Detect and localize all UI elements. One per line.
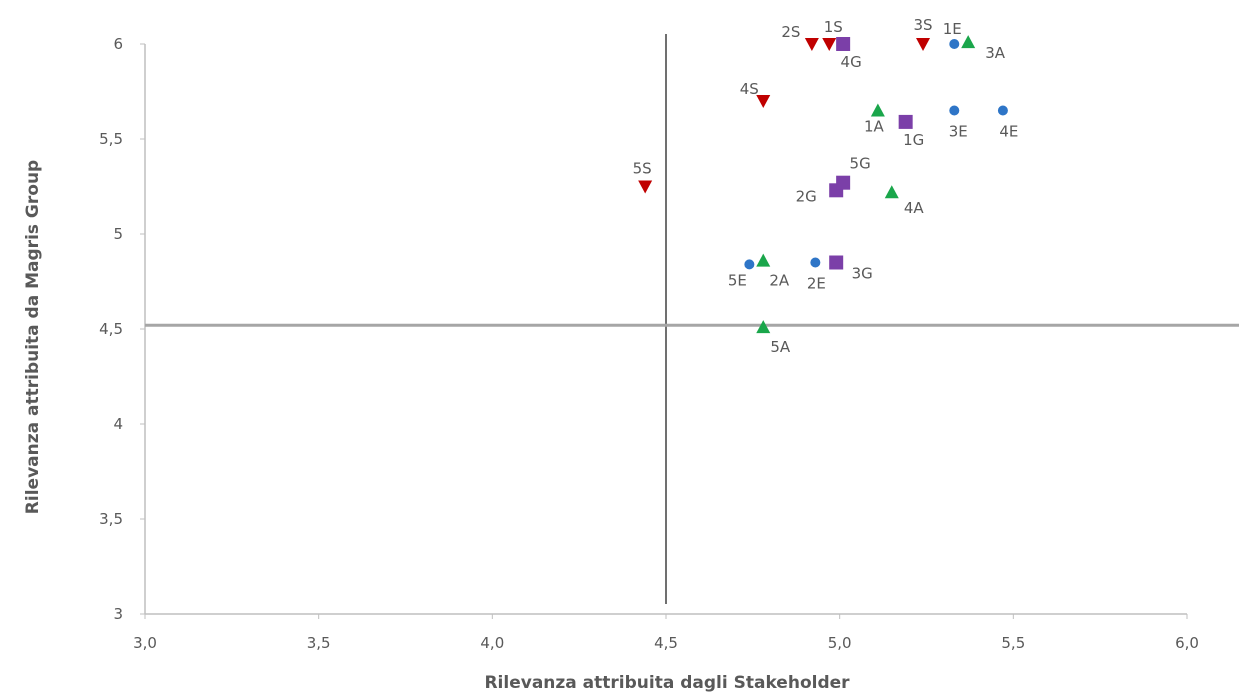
point-1g: [898, 114, 913, 129]
label-5a: 5A: [770, 338, 791, 356]
point-4g: [836, 37, 851, 51]
point-3g: [829, 255, 844, 270]
x-tick-label: 4,5: [654, 634, 678, 652]
label-1e: 1E: [943, 20, 962, 38]
label-3s: 3S: [913, 16, 932, 34]
label-2s: 2S: [781, 23, 800, 41]
y-tick-label: 5: [113, 225, 123, 243]
x-tick-label: 3,0: [133, 634, 157, 652]
point-2a: [756, 253, 771, 267]
y-tick-label: 3: [113, 605, 123, 623]
label-1s: 1S: [824, 18, 843, 36]
point-1s: [822, 38, 837, 51]
label-4s: 4S: [740, 80, 759, 98]
point-5s: [638, 180, 653, 194]
label-5g: 5G: [850, 155, 871, 173]
point-3e: [949, 105, 960, 116]
label-2e: 2E: [807, 275, 826, 293]
label-1a: 1A: [864, 118, 885, 136]
y-tick-label: 5,5: [99, 130, 123, 148]
point-2e: [810, 257, 821, 268]
y-tick-label: 6: [113, 35, 123, 53]
point-1e: [949, 39, 960, 49]
label-4g: 4G: [841, 53, 862, 71]
y-tick-label: 3,5: [99, 510, 123, 528]
x-tick-label: 6,0: [1175, 634, 1199, 652]
y-tick-label: 4,5: [99, 320, 123, 338]
label-2a: 2A: [769, 272, 790, 290]
point-4e: [997, 105, 1008, 116]
label-4a: 4A: [904, 199, 925, 217]
data-points: [638, 35, 1008, 334]
label-5e: 5E: [728, 271, 747, 289]
point-5e: [744, 259, 755, 270]
x-tick-label: 5,5: [1001, 634, 1025, 652]
x-tick-label: 5,0: [828, 634, 852, 652]
tick-labels: 3,0 3,5 4,0 4,5 5,0 5,5 6,0 3 3,5 4 4,5 5 5,5 6: [99, 35, 1199, 652]
x-tick-label: 4,0: [480, 634, 504, 652]
label-2g: 2G: [796, 187, 817, 205]
y-axis-title: Rilevanza attribuita da Magris Group: [23, 160, 43, 514]
point-labels: 1E 2E 3E 4E 5E 1A 2A 3A 4A 5A 1G 2G 3G 4G 5G 1S 2S 3S 4S 5S: [633, 16, 1019, 356]
label-5s: 5S: [633, 160, 652, 178]
point-3a: [961, 35, 976, 49]
point-3s: [916, 38, 931, 51]
reference-lines: [145, 34, 1239, 604]
point-2s: [804, 38, 819, 51]
x-tick-label: 3,5: [307, 634, 331, 652]
point-5a: [756, 320, 771, 334]
point-1a: [870, 103, 885, 117]
x-axis-title: Rilevanza attribuita dagli Stakeholder: [484, 673, 850, 692]
point-4s: [756, 95, 771, 108]
label-3g: 3G: [852, 265, 873, 283]
label-4e: 4E: [999, 123, 1018, 141]
label-3e: 3E: [949, 123, 968, 141]
y-tick-label: 4: [113, 415, 123, 433]
point-5g: [836, 175, 851, 190]
point-4a: [884, 185, 899, 199]
label-3a: 3A: [985, 44, 1006, 62]
label-1g: 1G: [903, 131, 924, 149]
